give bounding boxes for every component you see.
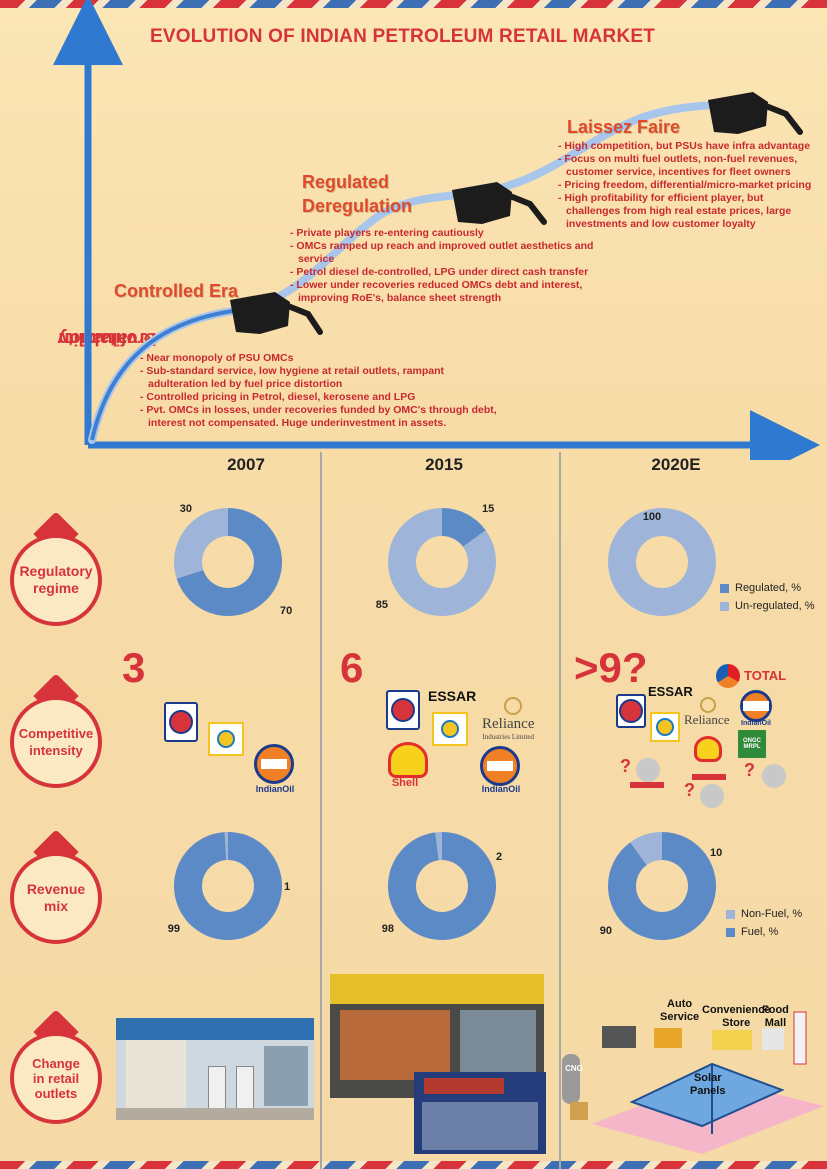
era-notes-regulated: Private players re-entering cautiously O… xyxy=(290,227,620,305)
bharat-petroleum-logo-icon xyxy=(432,712,468,746)
competitor-count-2015: 6 xyxy=(340,644,364,691)
unknown-entrant-icon xyxy=(700,784,724,808)
fuel-nozzle-icon xyxy=(708,92,803,135)
era-notes-controlled: Near monopoly of PSU OMCs Sub-standard s… xyxy=(140,352,500,430)
bharat-petroleum-logo-icon xyxy=(208,722,244,756)
donut-data-label: 2 xyxy=(496,851,502,863)
total-label: TOTAL xyxy=(744,668,787,683)
donut-slice xyxy=(174,508,228,579)
solar-panels-label: Solar Panels xyxy=(690,1072,726,1097)
donut-data-label: 85 xyxy=(376,599,388,611)
ongc-logo-icon: ONGC MRPL xyxy=(738,730,766,758)
unknown-entrant-marker: ? xyxy=(620,756,631,776)
donut-slice xyxy=(607,508,716,616)
fuel-nozzle-icon xyxy=(230,292,323,335)
shell-logo-icon xyxy=(388,742,428,778)
revenue-legend: Non-Fuel, % Fuel, % xyxy=(726,908,802,944)
row-outlets: Change in retail outlets xyxy=(0,1018,110,1138)
donut-data-label: 15 xyxy=(482,503,494,515)
hp-logo-icon xyxy=(616,694,646,728)
indianoil-logo-icon xyxy=(480,746,520,786)
evolution-chart xyxy=(53,0,820,460)
donut-slice xyxy=(630,832,662,865)
donut-slice xyxy=(442,508,486,547)
regulatory-legend: Regulated, % Un-regulated, % xyxy=(720,582,815,618)
essar-label: ESSAR xyxy=(428,688,477,704)
hp-logo-icon xyxy=(386,690,420,730)
donut-slice xyxy=(435,832,442,861)
unknown-entrant-bar xyxy=(692,774,726,780)
reliance-label: Reliance Industries Limited xyxy=(482,716,535,741)
year-2015: 2015 xyxy=(425,455,463,474)
donut-data-label: 99 xyxy=(168,923,180,935)
outlet-photo-2007 xyxy=(116,1018,314,1120)
fuel-nozzle-icon xyxy=(452,182,547,225)
competitor-count-2007: 3 xyxy=(122,644,146,691)
reliance-label: Reliance xyxy=(684,712,730,727)
unknown-entrant-bar xyxy=(630,782,664,788)
donut-data-label: 1 xyxy=(284,881,290,893)
reliance-logo-icon xyxy=(700,697,716,713)
convenience-store-label: Convenience Store xyxy=(702,1004,771,1029)
donut-slice xyxy=(176,508,283,616)
bharat-petroleum-logo-icon xyxy=(650,712,680,742)
hp-logo-icon xyxy=(164,702,198,742)
competitor-count-2020e: >9? xyxy=(574,644,648,691)
donut-slice xyxy=(224,832,228,861)
donut-slice xyxy=(608,832,716,941)
bottom-border xyxy=(0,1161,827,1169)
outlet-photo-2015-bank xyxy=(414,1072,546,1154)
indianoil-logo-icon xyxy=(254,744,294,784)
year-2007: 2007 xyxy=(227,455,265,474)
row-regulatory: Regulatory regime xyxy=(0,520,110,640)
donut-slice xyxy=(173,832,282,941)
unknown-entrant-marker: ? xyxy=(684,780,695,800)
era-title-regulated: Regulated Deregulation xyxy=(302,172,413,216)
indianoil-logo-icon xyxy=(740,690,772,722)
reliance-logo-icon xyxy=(504,697,522,715)
page-title: EVOLUTION OF INDIAN PETROLEUM RETAIL MAR… xyxy=(150,26,656,47)
indianoil-label: IndianOil xyxy=(741,720,771,727)
donut-data-label: 98 xyxy=(382,923,394,935)
donut-data-label: 10 xyxy=(710,847,722,859)
growth-curve-inner xyxy=(90,308,241,441)
indianoil-label: IndianOil xyxy=(255,784,295,794)
shell-label: Shell xyxy=(391,777,419,789)
donut-slice xyxy=(388,508,497,617)
row-competitive: Competitive intensity xyxy=(0,682,110,802)
row-revenue: Revenue mix xyxy=(0,838,110,958)
donut-slice xyxy=(387,832,496,941)
essar-label: ESSAR xyxy=(648,684,693,699)
donut-data-label: 90 xyxy=(600,925,612,937)
outlet-illustration-2020e xyxy=(562,1011,824,1154)
unknown-entrant-marker: ? xyxy=(744,760,755,780)
unknown-entrant-icon xyxy=(762,764,786,788)
era-title-laissez-faire: Laissez Faire xyxy=(567,117,681,137)
food-mall-label: Food Mall xyxy=(762,1004,789,1029)
top-border xyxy=(0,0,827,8)
shell-logo-icon xyxy=(694,736,722,762)
donut-data-label: 70 xyxy=(280,605,292,617)
cng-label: CNG xyxy=(565,1064,583,1073)
year-2020e: 2020E xyxy=(651,455,701,474)
auto-service-label: Auto Service xyxy=(660,998,700,1023)
era-notes-laissez-faire: High competition, but PSUs have infra ad… xyxy=(558,140,820,231)
column-divider xyxy=(320,452,322,1169)
column-divider xyxy=(559,452,561,1169)
donut-data-label: 100 xyxy=(643,511,661,523)
donut-data-label: 30 xyxy=(180,503,192,515)
unknown-entrant-icon xyxy=(636,758,660,782)
total-logo-icon xyxy=(716,664,740,688)
era-title-controlled: Controlled Era xyxy=(114,281,239,301)
indianoil-label: IndianOil xyxy=(481,784,521,794)
outlet-photo-2015-store xyxy=(330,974,544,1098)
